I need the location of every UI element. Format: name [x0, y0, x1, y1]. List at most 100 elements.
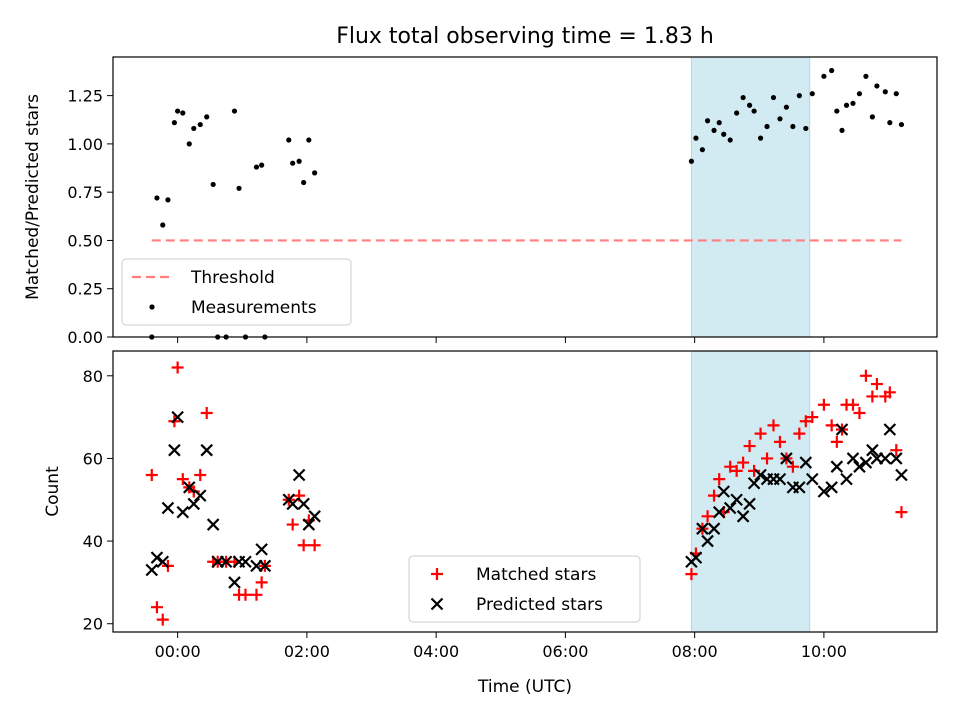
measurement-point — [165, 197, 171, 203]
ratio-plot-frame — [112, 56, 938, 338]
predicted-star-marker — [817, 485, 831, 498]
predicted-star-marker — [883, 423, 897, 436]
measurement-point — [834, 108, 840, 114]
predicted-star-marker — [754, 468, 767, 482]
predicted-star-marker — [701, 534, 714, 548]
predicted-star-marker — [228, 576, 241, 589]
predicted-star-marker — [206, 518, 220, 531]
matched-star-marker — [250, 588, 263, 601]
ratio-x-axis-ticks — [177, 337, 825, 343]
measurement-point — [898, 121, 905, 128]
ratio-y-tick-label: 0.00 — [67, 328, 103, 347]
predicted-star-marker — [853, 460, 866, 473]
matched-star-marker — [890, 444, 903, 457]
matched-star-marker — [308, 539, 321, 552]
ratio-y-axis-ticks: 0.00 0.25 0.50 0.75 1.00 1.25 — [67, 87, 113, 347]
matched-star-marker — [767, 419, 780, 432]
predicted-star-marker — [168, 443, 181, 457]
predicted-star-marker — [895, 468, 908, 482]
measurement-points — [149, 67, 905, 340]
matched-star-marker — [297, 539, 310, 552]
matched-star-marker — [883, 386, 896, 399]
matched-star-marker — [748, 464, 761, 477]
predicted-stars-points — [145, 410, 908, 589]
measurement-point — [704, 118, 711, 124]
predicted-star-marker — [150, 551, 164, 564]
count-y-tick-label: 60 — [83, 449, 103, 468]
predicted-star-marker — [193, 489, 207, 502]
matched-star-marker — [239, 588, 252, 601]
predicted-star-marker — [736, 510, 750, 523]
predicted-star-marker — [308, 510, 321, 523]
predicted-star-marker — [297, 497, 310, 511]
measurement-point — [863, 73, 869, 79]
matched-star-marker — [286, 518, 299, 531]
measurement-point — [286, 137, 292, 143]
time-x-tick-label: 10:00 — [801, 642, 847, 661]
predicted-star-marker — [689, 551, 703, 564]
predicted-star-marker — [187, 497, 201, 511]
measurement-point — [796, 93, 802, 99]
legend-predicted-swatch — [430, 597, 444, 611]
measurement-point — [180, 110, 186, 116]
ratio-y-tick-label: 0.50 — [67, 231, 103, 250]
measurement-point — [693, 135, 699, 141]
time-x-axis-label: Time (UTC) — [477, 677, 572, 697]
matched-star-marker — [171, 361, 184, 374]
legend-predicted-label: Predicted stars — [476, 595, 603, 615]
predicted-star-marker — [176, 505, 190, 519]
measurement-point — [764, 123, 770, 130]
time-x-tick-label: 04:00 — [413, 642, 459, 661]
predicted-star-marker — [723, 501, 737, 515]
predicted-star-marker — [846, 452, 860, 465]
matched-star-marker — [830, 435, 843, 448]
ratio-y-tick-label: 1.00 — [67, 135, 103, 154]
predicted-star-marker — [879, 452, 892, 465]
measurement-point — [783, 104, 790, 110]
predicted-star-marker — [793, 481, 806, 494]
measurement-point — [887, 120, 893, 126]
matched-star-marker — [145, 468, 158, 481]
predicted-star-marker — [156, 555, 170, 569]
measurement-point — [790, 123, 796, 130]
observing-window-band — [690, 56, 811, 338]
matched-star-marker — [194, 468, 207, 481]
count-y-axis-ticks: 20 40 60 80 — [83, 367, 113, 634]
predicted-star-marker — [890, 452, 903, 465]
matched-star-marker — [754, 427, 767, 440]
measurement-point — [721, 131, 727, 137]
time-x-tick-label: 08:00 — [672, 642, 718, 661]
matched-star-marker — [761, 452, 774, 465]
time-x-tick-label: 02:00 — [284, 642, 330, 661]
predicted-star-marker — [219, 555, 233, 569]
predicted-star-marker — [866, 443, 879, 457]
matched-star-marker — [701, 510, 714, 523]
measurement-point — [191, 125, 197, 132]
legend-threshold-label: Threshold — [190, 268, 275, 288]
predicted-star-marker — [773, 472, 787, 486]
matched-star-marker — [737, 456, 750, 469]
measurement-point — [821, 73, 827, 79]
measurement-point — [210, 181, 216, 188]
matched-star-marker — [713, 473, 726, 486]
count-legend: Matched stars Predicted stars — [408, 555, 641, 623]
count-y-tick-label: 20 — [83, 615, 103, 634]
predicted-star-marker — [835, 423, 849, 436]
measurement-point — [301, 179, 307, 186]
legend-measurements-swatch — [149, 304, 155, 310]
predicted-star-marker — [182, 481, 196, 494]
measurement-point — [727, 137, 733, 143]
measurement-point — [843, 102, 850, 108]
measurement-point — [175, 108, 181, 114]
matched-star-marker — [150, 601, 163, 614]
measurement-point — [803, 125, 809, 132]
count-plot-frame — [112, 350, 938, 633]
time-x-tick-label: 00:00 — [155, 642, 201, 661]
predicted-star-marker — [286, 497, 299, 511]
measurement-point — [777, 116, 783, 122]
measurement-point — [711, 127, 717, 133]
measurement-point — [751, 108, 757, 114]
measurement-point — [850, 100, 856, 106]
ratio-panel: 0.00 0.25 0.50 0.75 1.00 1.25 Matched/Predict… — [23, 56, 938, 347]
